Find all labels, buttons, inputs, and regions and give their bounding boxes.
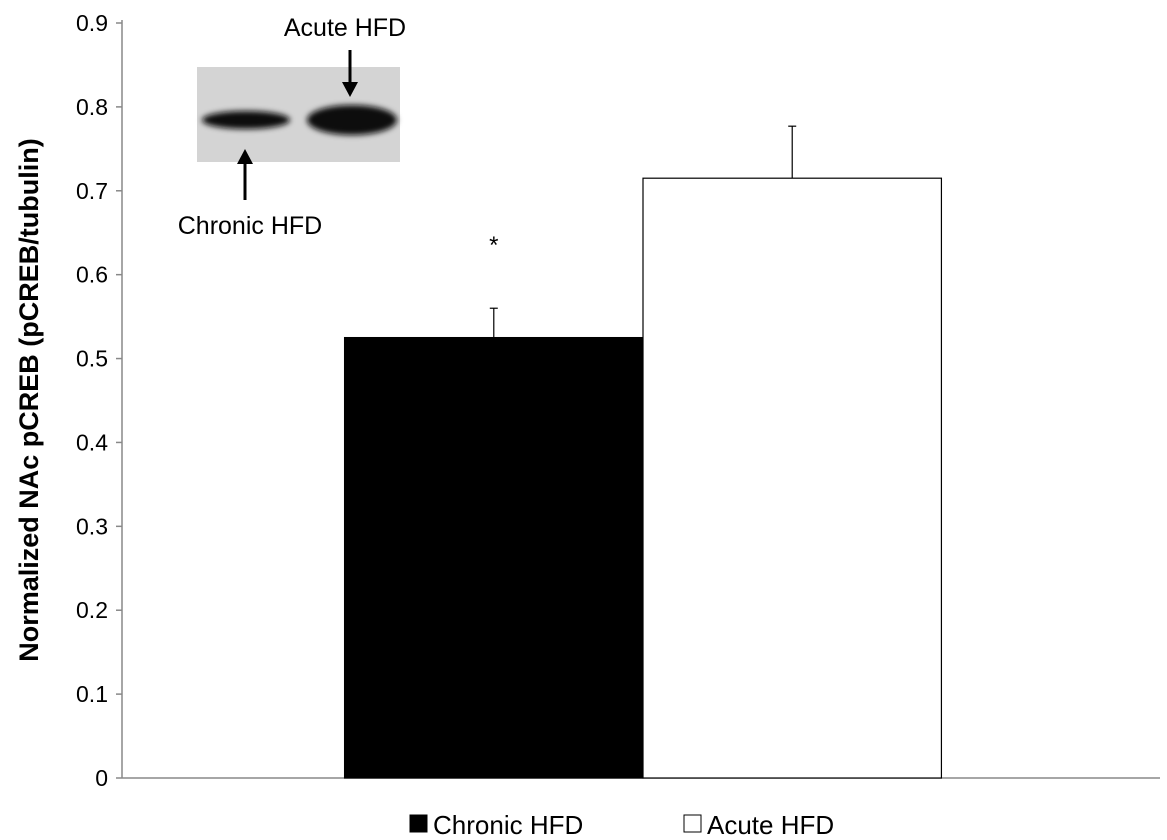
y-tick-label: 0.1 [76, 681, 108, 707]
legend-label: Chronic HFD [433, 810, 583, 840]
y-tick-label: 0.8 [76, 94, 108, 120]
blot-band [202, 111, 290, 129]
y-axis-label: Normalized NAc pCREB (pCREB/tubulin) [14, 138, 44, 662]
y-tick-label: 0.3 [76, 513, 108, 539]
y-tick-label: 0.9 [76, 10, 108, 36]
bar [345, 338, 643, 778]
inset-label: Acute HFD [284, 14, 406, 42]
y-tick-label: 0.6 [76, 262, 108, 288]
significance-marker: * [489, 232, 498, 259]
blot-band [307, 105, 397, 135]
y-tick-label: 0.2 [76, 597, 108, 623]
y-tick-label: 0.4 [76, 429, 108, 455]
y-tick-label: 0.7 [76, 178, 108, 204]
legend-swatch [684, 815, 701, 832]
legend-swatch [410, 815, 427, 832]
inset-label: Chronic HFD [178, 212, 322, 240]
y-tick-label: 0 [95, 765, 108, 791]
y-tick-label: 0.5 [76, 346, 108, 372]
blot-inset: Acute HFD Chronic HFD [178, 14, 406, 240]
chart: Acute HFD Chronic HFD Normalized NAc pCR… [0, 0, 1167, 840]
bar [643, 178, 941, 778]
legend-label: Acute HFD [707, 810, 834, 840]
